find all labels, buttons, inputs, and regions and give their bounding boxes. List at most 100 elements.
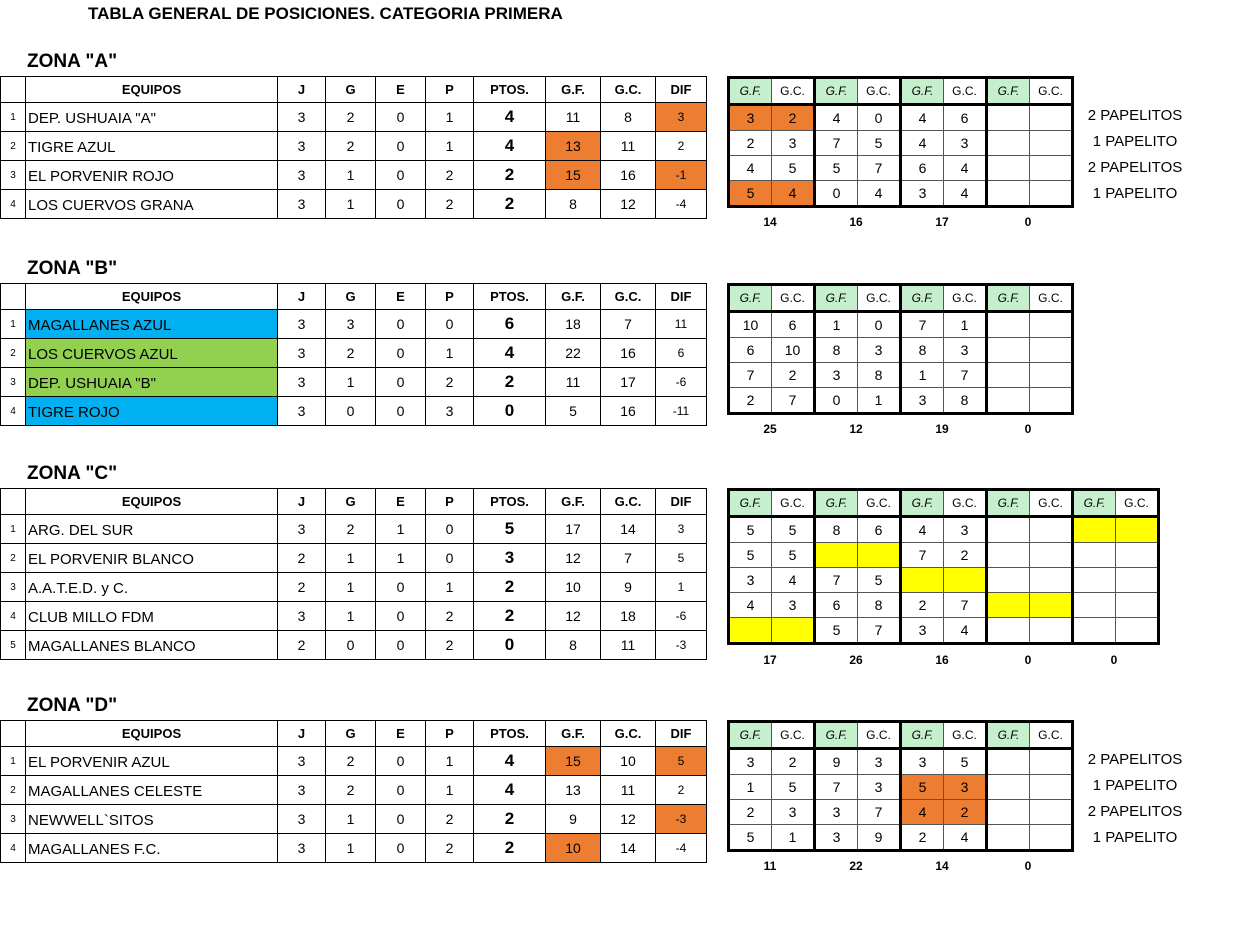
cell-dif: 6 — [655, 338, 707, 368]
standings-table: EQUIPOS J G E P PTOS. G.F. G.C. DIF 1 EL PORVENIR … — [0, 720, 707, 863]
result-cell: 1 — [899, 362, 944, 388]
cell-dif: 3 — [655, 102, 707, 132]
cell-num: 2 — [0, 775, 26, 805]
cell-gc: 7 — [600, 543, 656, 573]
cell-pts: 5 — [473, 514, 546, 544]
cell-gc: 12 — [600, 804, 656, 834]
column-header: DIF — [655, 488, 707, 515]
result-cell: 7 — [728, 362, 772, 388]
cell-pts: 6 — [473, 309, 546, 339]
result-cell — [985, 567, 1030, 593]
result-cell — [1029, 387, 1073, 414]
result-cell: 8 — [813, 516, 858, 543]
result-cell: 3 — [813, 362, 858, 388]
zone-title: ZONA "D" — [27, 695, 118, 716]
result-cell: 5 — [771, 516, 815, 543]
cell-p: 1 — [425, 131, 474, 161]
result-cell: 7 — [771, 387, 815, 414]
result-cell: 1 — [813, 311, 858, 338]
cell-gc: 16 — [600, 160, 656, 190]
result-cell: 5 — [771, 542, 815, 568]
column-header: PTOS. — [473, 488, 546, 515]
cell-j: 3 — [277, 102, 326, 132]
cell-pts: 2 — [473, 189, 546, 219]
result-cell: 2 — [771, 104, 815, 131]
column-header — [0, 488, 26, 515]
team-row: 2 MAGALLANES CELESTE 3 2 0 1 4 13 11 2 — [0, 775, 707, 805]
standings-table: EQUIPOS J G E P PTOS. G.F. G.C. DIF 1 MAGALLANES A… — [0, 283, 707, 426]
team-row: 4 LOS CUERVOS GRANA 3 1 0 2 2 8 12 -4 — [0, 189, 707, 219]
column-header: G.C. — [600, 488, 656, 515]
team-row: 4 CLUB MILLO FDM 3 1 0 2 2 12 18 -6 — [0, 601, 707, 631]
result-cell: 10 — [728, 311, 772, 338]
cell-pts: 2 — [473, 833, 546, 863]
result-cell: 4 — [813, 104, 858, 131]
cell-gf: 5 — [545, 396, 601, 426]
header-gc: G.C. — [1029, 77, 1073, 106]
cell-gc: 11 — [600, 131, 656, 161]
result-cell — [985, 617, 1030, 644]
result-cell — [985, 516, 1030, 543]
result-cell — [1029, 155, 1073, 181]
cell-p: 1 — [425, 572, 474, 602]
cell-j: 3 — [277, 746, 326, 776]
column-header: J — [277, 720, 326, 747]
cell-gf: 8 — [545, 630, 601, 660]
column-header: G.F. — [545, 283, 601, 310]
result-cell — [899, 567, 944, 593]
result-cell — [985, 824, 1030, 851]
cell-num: 3 — [0, 367, 26, 397]
cell-gc: 10 — [600, 746, 656, 776]
result-cell: 7 — [857, 617, 901, 644]
column-header: E — [375, 488, 426, 515]
column-header: EQUIPOS — [25, 720, 278, 747]
cell-team: DEP. USHUAIA "B" — [25, 367, 278, 397]
column-header: DIF — [655, 283, 707, 310]
header-gf: G.F. — [1071, 489, 1116, 518]
result-cell — [1029, 774, 1073, 800]
cell-gf: 18 — [545, 309, 601, 339]
cell-dif: -1 — [655, 160, 707, 190]
result-cell — [771, 617, 815, 644]
column-header: E — [375, 720, 426, 747]
header-gc: G.C. — [1029, 284, 1073, 313]
cell-e: 0 — [375, 833, 426, 863]
cell-e: 0 — [375, 572, 426, 602]
pair-total: 12 — [849, 422, 863, 436]
results-header-row: G.F. G.C. G.F. G.C. G.F. G.C. G.F. G.C. — [728, 721, 1073, 750]
result-cell: 4 — [899, 104, 944, 131]
papelitos-note: 1 PAPELITO — [1092, 829, 1178, 846]
cell-pts: 4 — [473, 131, 546, 161]
header-gc: G.C. — [857, 489, 901, 518]
cell-g: 1 — [325, 833, 376, 863]
result-cell: 2 — [899, 592, 944, 618]
header-gf: G.F. — [813, 489, 858, 518]
cell-p: 2 — [425, 160, 474, 190]
cell-gc: 8 — [600, 102, 656, 132]
header-gc: G.C. — [857, 721, 901, 750]
cell-dif: 2 — [655, 775, 707, 805]
header-gc: G.C. — [857, 77, 901, 106]
result-cell: 2 — [943, 542, 987, 568]
cell-e: 0 — [375, 367, 426, 397]
column-header: DIF — [655, 720, 707, 747]
cell-g: 1 — [325, 543, 376, 573]
cell-team: EL PORVENIR ROJO — [25, 160, 278, 190]
result-cell: 1 — [943, 311, 987, 338]
column-header: PTOS. — [473, 283, 546, 310]
result-cell: 3 — [899, 180, 944, 207]
team-row: 2 EL PORVENIR BLANCO 2 1 1 0 3 12 7 5 — [0, 543, 707, 573]
cell-j: 3 — [277, 775, 326, 805]
header-gc: G.C. — [943, 284, 987, 313]
result-cell — [985, 387, 1030, 414]
cell-e: 0 — [375, 746, 426, 776]
results-row: 10 6 1 0 7 1 — [728, 311, 1073, 338]
result-cell — [985, 180, 1030, 207]
result-cell: 2 — [899, 824, 944, 851]
header-gf: G.F. — [985, 77, 1030, 106]
result-cell: 3 — [899, 617, 944, 644]
result-cell: 9 — [813, 748, 858, 775]
